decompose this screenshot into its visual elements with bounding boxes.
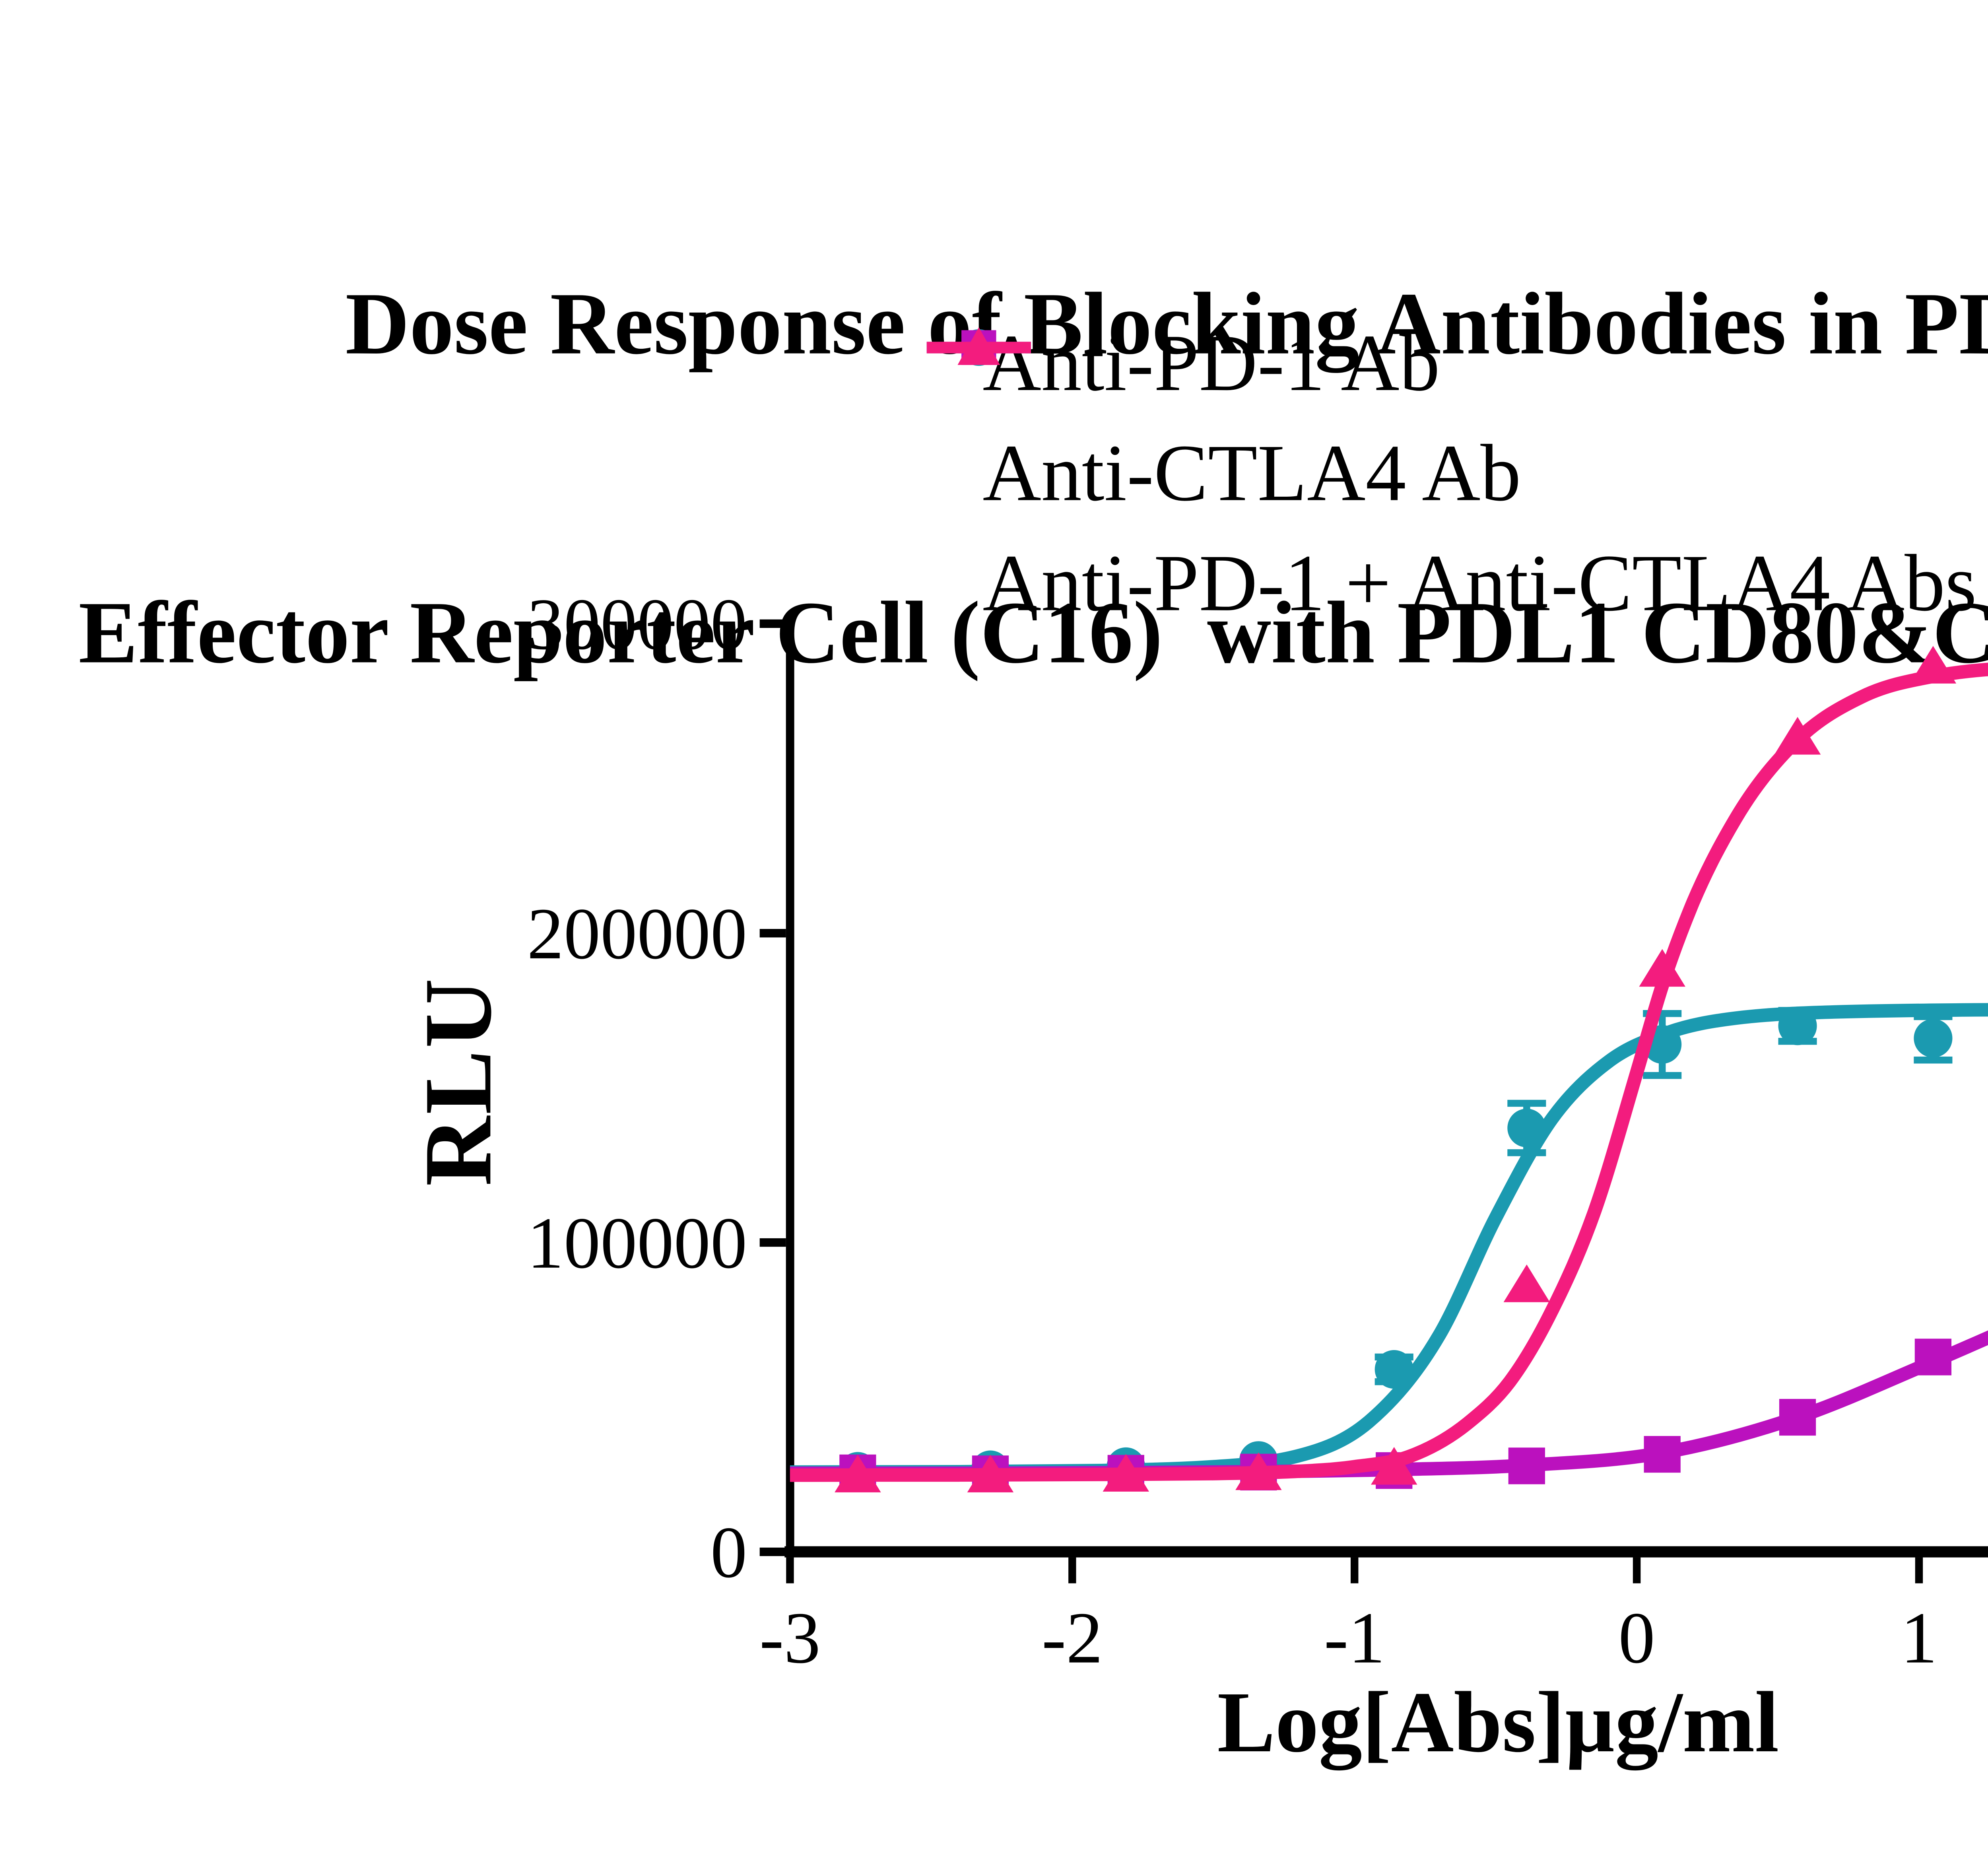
data-point-triangle [1774, 717, 1821, 755]
y-tick [759, 1547, 786, 1556]
data-point-square [1779, 1399, 1816, 1436]
data-point-triangle [1910, 646, 1957, 684]
data-point-square [1508, 1447, 1545, 1484]
x-tick-label: -1 [1324, 1597, 1385, 1679]
data-point-triangle [1503, 1264, 1550, 1302]
x-axis-title: Log[Abs]µg/ml [1217, 1674, 1779, 1771]
data-point-triangle [967, 1455, 1014, 1492]
legend-label: Anti-PD-1 + Anti-CTLA4 Abs [982, 540, 1977, 629]
data-point-triangle [1235, 1452, 1282, 1490]
x-tick-label: 1 [1901, 1597, 1937, 1679]
data-point-triangle [835, 1455, 881, 1492]
y-tick [759, 619, 786, 628]
data-point-square [1914, 1339, 1952, 1375]
y-axis-line [786, 620, 794, 1558]
x-axis-line [784, 1546, 1988, 1558]
x-tick [1633, 1557, 1641, 1583]
axes: -3-2-10120100000200000300000 [527, 583, 1988, 1679]
x-tick-label: -2 [1042, 1597, 1103, 1679]
data-point-square [1644, 1436, 1681, 1473]
data-point-triangle [1639, 949, 1685, 987]
x-tick-label: -3 [759, 1597, 821, 1679]
legend: Anti-PD-1 Ab Anti-CTLA4 Ab Anti-PD-1 + Ant… [926, 309, 1977, 639]
y-tick-label: 300000 [527, 583, 747, 664]
fitted-curve-anti-pd-1-anti-ctla4-abs [790, 662, 1988, 1482]
legend-label: Anti-CTLA4 Ab [982, 429, 1521, 519]
x-tick [1915, 1557, 1923, 1583]
data-point-triangle [1371, 1447, 1417, 1485]
y-tick-label: 100000 [527, 1203, 747, 1284]
chart-title: Dose Response of Blocking Antibodies in … [0, 66, 1988, 890]
x-tick [786, 1557, 794, 1583]
data-point-triangle [1103, 1454, 1149, 1492]
legend-triangle-marker [926, 327, 1031, 365]
chart-title-line1: Dose Response of Blocking Antibodies in … [345, 274, 1988, 372]
data-point-circle [1375, 1350, 1413, 1389]
x-tick [1350, 1557, 1359, 1583]
data-point-circle [1914, 1019, 1953, 1058]
legend-label: Anti-PD-1 Ab [982, 319, 1440, 408]
x-tick [1068, 1557, 1076, 1583]
data-point-circle [1778, 1006, 1817, 1045]
y-tick [759, 1238, 786, 1247]
legend-item-1: Anti-PD-1 Ab [926, 309, 1977, 419]
legend-item-2: Anti-CTLA4 Ab [926, 330, 1977, 529]
x-tick-label: 0 [1618, 1597, 1655, 1679]
y-tick-label: 0 [711, 1512, 747, 1593]
y-tick-label: 200000 [527, 893, 747, 974]
y-tick [759, 929, 786, 938]
chart-title-line2: Effector Reporter Cell (C16) with PDL1 C… [78, 583, 1988, 682]
data-point-circle [1507, 1109, 1546, 1148]
series-anti-pd-1-anti-ctla4-abs [790, 646, 1988, 1492]
legend-item-3: Anti-PD-1 + Anti-CTLA4 Abs [926, 327, 1977, 639]
